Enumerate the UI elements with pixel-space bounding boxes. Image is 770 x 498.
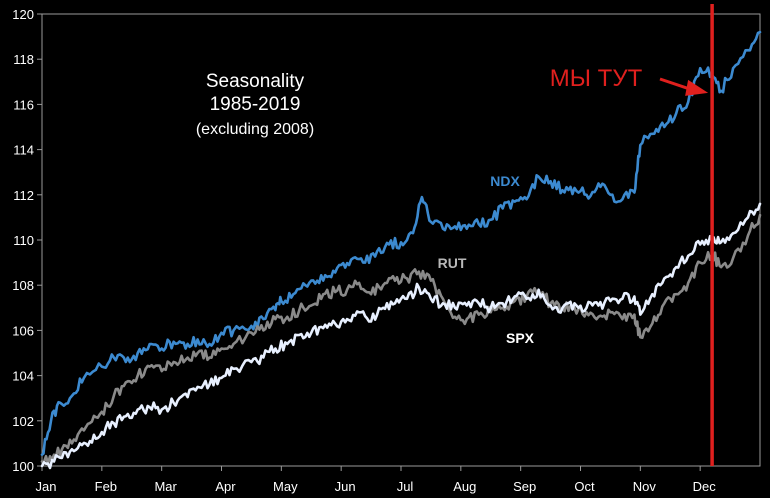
- x-tick-label: Jan: [36, 479, 57, 494]
- series-label-rut: RUT: [438, 255, 467, 271]
- y-tick-label: 102: [12, 414, 34, 429]
- x-tick-label: Feb: [95, 479, 117, 494]
- x-tick-label: Oct: [574, 479, 595, 494]
- annotation-arrowhead: [685, 79, 709, 96]
- x-tick-label: Aug: [453, 479, 476, 494]
- y-tick-label: 116: [13, 97, 34, 112]
- labels-layer: Seasonality 1985-2019 (excluding 2008) N…: [196, 71, 535, 346]
- y-tick-label: 106: [12, 323, 34, 338]
- y-tick-label: 108: [12, 278, 34, 293]
- y-tick-label: 120: [12, 7, 34, 22]
- y-tick-label: 118: [13, 52, 34, 67]
- series-label-spx: SPX: [506, 330, 535, 346]
- x-tick-label: Apr: [215, 479, 236, 494]
- chart-axes: 100 102 104 106 108 110 112 114 116 118 120 Jan Feb M…: [12, 7, 761, 494]
- annotation-label: МЫ ТУТ: [550, 65, 643, 92]
- x-tick-label: Nov: [633, 479, 657, 494]
- x-tick-label: Dec: [693, 479, 717, 494]
- y-tick-label: 112: [13, 188, 34, 203]
- series-line-ndx: [40, 30, 762, 457]
- x-tick-label: Jun: [335, 479, 356, 494]
- series-label-ndx: NDX: [490, 173, 520, 189]
- annotation-layer: МЫ ТУТ: [550, 4, 714, 466]
- x-tick-label: May: [273, 479, 298, 494]
- chart-title: Seasonality: [206, 71, 305, 92]
- x-tick-label: Jul: [397, 479, 414, 494]
- series-layer: [40, 30, 762, 470]
- series-line-spx: [40, 202, 762, 470]
- x-tick-label: Mar: [154, 479, 177, 494]
- y-tick-label: 100: [12, 459, 34, 474]
- y-tick-label: 114: [13, 143, 34, 158]
- y-tick-label: 110: [13, 233, 34, 248]
- chart-subtitle-note: (excluding 2008): [196, 121, 314, 138]
- chart-subtitle: 1985-2019: [210, 94, 301, 115]
- y-tick-label: 104: [12, 369, 34, 384]
- x-tick-label: Sep: [513, 479, 536, 494]
- series-line-rut: [40, 213, 762, 466]
